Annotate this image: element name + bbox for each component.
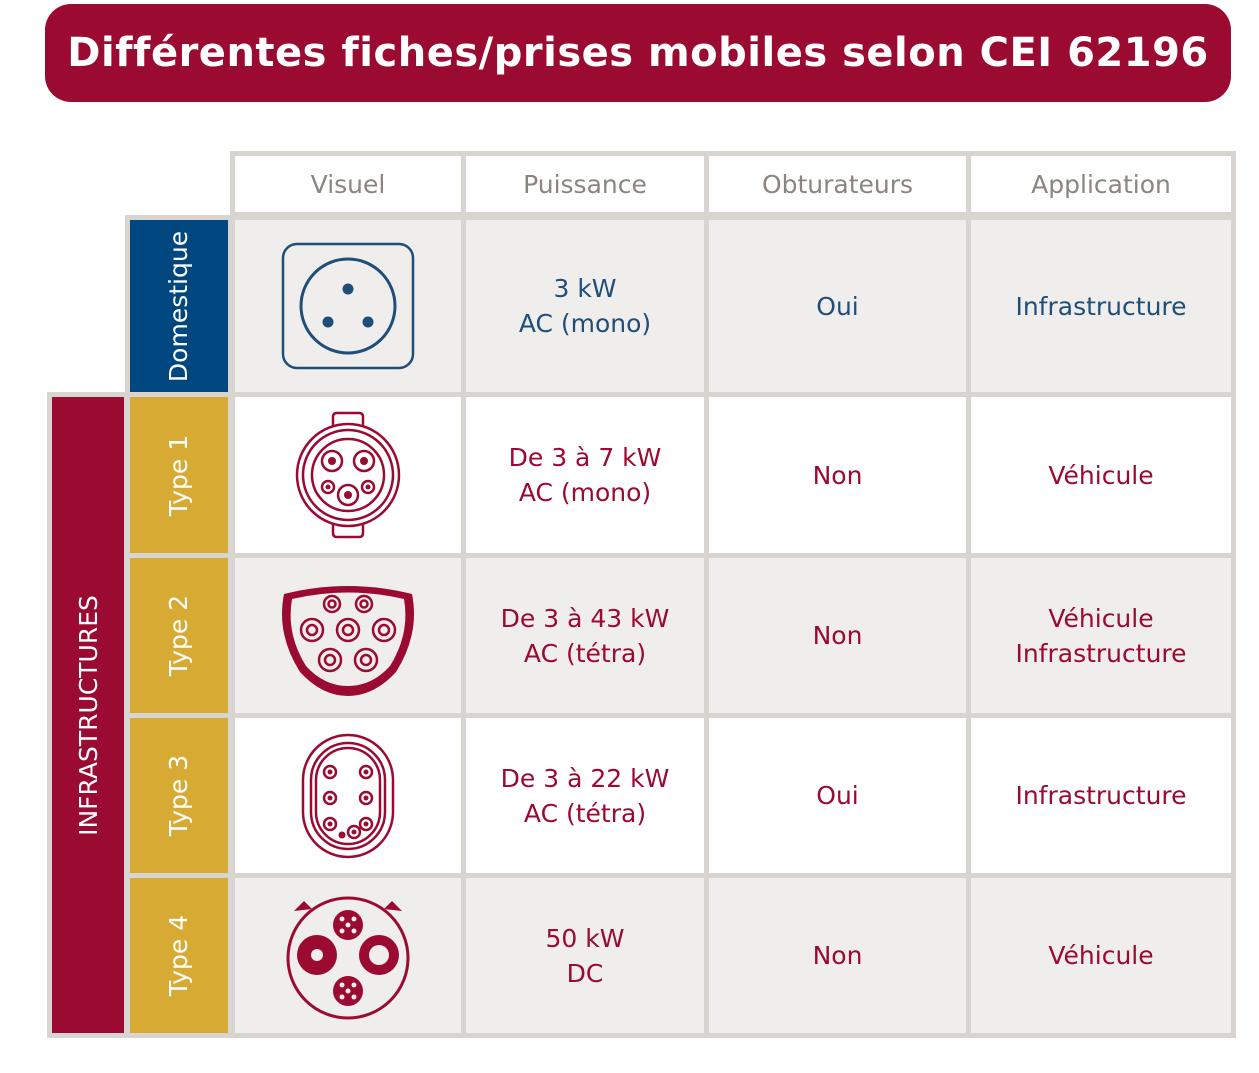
row-label-text: Type 1 — [164, 434, 194, 516]
type1-connector-icon — [295, 411, 401, 539]
row-label-text: Domestique — [164, 230, 194, 382]
row-label-text: Type 2 — [164, 594, 194, 677]
header-puissance: Puissance — [466, 156, 704, 212]
cell-puissance-domestique: 3 kW AC (mono) — [466, 220, 704, 392]
page-title: Différentes fiches/prises mobiles selon … — [67, 30, 1209, 76]
cell-application-type1: Véhicule — [971, 397, 1231, 553]
row-label-domestique: Domestique — [130, 220, 228, 392]
group-infrastructures: INFRASTRUCTURES — [52, 397, 124, 1033]
cell-application-domestique: Infrastructure — [971, 220, 1231, 392]
cell-application-type3: Infrastructure — [971, 718, 1231, 873]
domestic-socket-icon — [281, 242, 415, 370]
cell-visuel-type3 — [235, 718, 461, 873]
row-label-type2: Type 2 — [130, 558, 228, 713]
cell-obturateurs-type3: Oui — [709, 718, 966, 873]
cell-visuel-type1 — [235, 397, 461, 553]
cell-puissance-type1: De 3 à 7 kW AC (mono) — [466, 397, 704, 553]
row-label-type4: Type 4 — [130, 878, 228, 1033]
type3-connector-icon — [301, 733, 395, 858]
cell-puissance-type4: 50 kW DC — [466, 878, 704, 1033]
cell-visuel-type4 — [235, 878, 461, 1033]
cell-puissance-type2: De 3 à 43 kW AC (tétra) — [466, 558, 704, 713]
type4-connector-icon — [286, 896, 410, 1019]
cell-application-type2: Véhicule Infrastructure — [971, 558, 1231, 713]
header-application: Application — [971, 156, 1231, 212]
cell-obturateurs-type4: Non — [709, 878, 966, 1033]
cell-obturateurs-type2: Non — [709, 558, 966, 713]
type2-connector-icon — [282, 585, 414, 696]
cell-puissance-type3: De 3 à 22 kW AC (tétra) — [466, 718, 704, 873]
cell-visuel-domestique — [235, 220, 461, 392]
cell-obturateurs-domestique: Oui — [709, 220, 966, 392]
group-infrastructures-label: INFRASTRUCTURES — [73, 594, 103, 836]
row-label-type3: Type 3 — [130, 718, 228, 873]
title-banner: Différentes fiches/prises mobiles selon … — [45, 4, 1231, 102]
header-visuel: Visuel — [235, 156, 461, 212]
cell-obturateurs-type1: Non — [709, 397, 966, 553]
row-label-text: Type 4 — [164, 914, 194, 997]
cell-visuel-type2 — [235, 558, 461, 713]
header-obturateurs: Obturateurs — [709, 156, 966, 212]
row-label-type1: Type 1 — [130, 397, 228, 553]
cell-application-type4: Véhicule — [971, 878, 1231, 1033]
row-label-text: Type 3 — [164, 754, 194, 837]
